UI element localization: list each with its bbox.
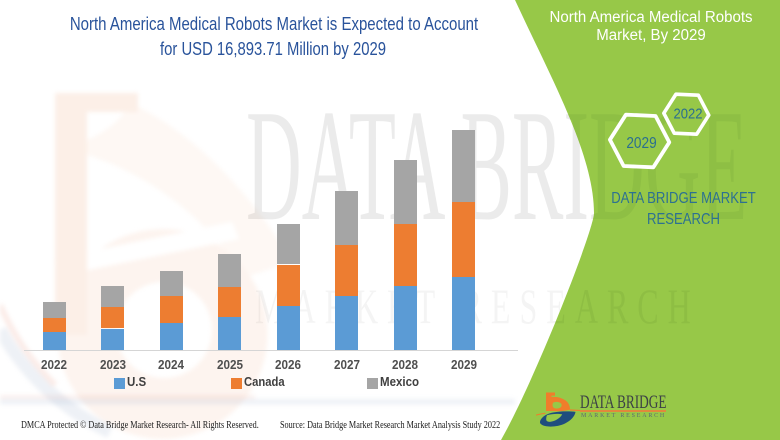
svg-text:2022: 2022 bbox=[674, 105, 703, 122]
svg-text:2029: 2029 bbox=[626, 135, 656, 152]
